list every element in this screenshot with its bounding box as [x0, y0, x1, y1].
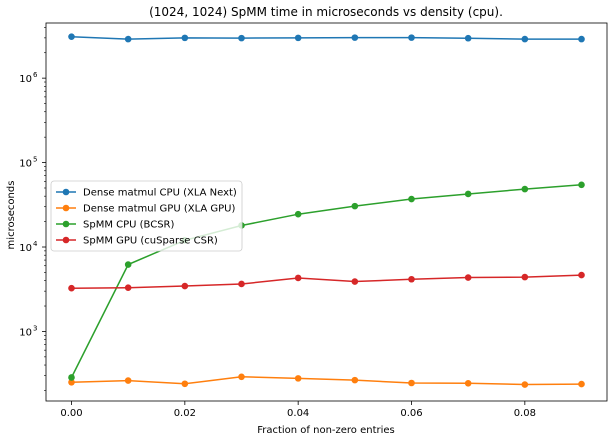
- series-3: [68, 181, 585, 381]
- data-point: [464, 380, 472, 387]
- legend-item: Dense matmul GPU (XLA GPU): [56, 204, 236, 215]
- data-point: [294, 375, 302, 382]
- legend-label: SpMM CPU (BCSR): [83, 220, 175, 231]
- series-line: [71, 274, 582, 289]
- legend-marker: [62, 220, 70, 228]
- data-point: [238, 373, 245, 381]
- data-point: [521, 185, 529, 193]
- data-point: [408, 379, 415, 387]
- y-tick-label: 10: [19, 243, 32, 254]
- series-line: [71, 35, 582, 40]
- plot-area: [45, 22, 608, 402]
- data-point: [181, 282, 189, 290]
- data-point: [294, 210, 302, 218]
- y-tick-exponent: 3: [33, 324, 37, 332]
- data-point: [68, 374, 75, 381]
- chart-title: (1024, 1024) SpMM time in microseconds v…: [149, 5, 503, 19]
- x-tick-label: 0.00: [60, 408, 82, 419]
- series-4: [68, 271, 585, 292]
- data-point: [464, 190, 472, 198]
- data-point: [124, 284, 132, 291]
- x-tick-label: 0.04: [287, 408, 309, 419]
- y-axis-label: microseconds: [6, 181, 17, 250]
- data-point: [124, 377, 132, 384]
- data-point: [68, 33, 75, 40]
- x-tick-label: 0.06: [400, 408, 422, 419]
- data-point: [351, 278, 359, 285]
- data-point: [238, 34, 245, 42]
- data-point: [181, 380, 189, 388]
- data-point: [408, 34, 415, 41]
- y-tick-label: 10: [19, 327, 32, 338]
- legend-marker: [62, 236, 70, 244]
- data-point: [578, 271, 585, 279]
- y-tick-exponent: 6: [33, 71, 38, 79]
- data-point: [464, 34, 472, 42]
- data-point: [521, 35, 529, 43]
- data-point: [351, 34, 359, 41]
- data-point: [351, 202, 359, 210]
- legend-item: SpMM CPU (BCSR): [56, 220, 175, 231]
- legend-marker: [62, 188, 70, 196]
- data-point: [578, 181, 585, 189]
- y-tick-label: 10: [19, 159, 32, 170]
- y-tick-exponent: 4: [33, 240, 38, 248]
- legend-label: Dense matmul GPU (XLA GPU): [83, 204, 236, 215]
- series-layer: [68, 33, 585, 388]
- data-point: [578, 35, 585, 43]
- data-point: [578, 380, 585, 388]
- plot-frame: [45, 22, 608, 402]
- legend-marker: [62, 204, 70, 212]
- data-point: [68, 378, 75, 386]
- data-point: [464, 274, 472, 281]
- legend-item: Dense matmul CPU (XLA Next): [56, 188, 237, 199]
- data-point: [294, 34, 302, 42]
- data-point: [181, 34, 189, 42]
- y-tick-label: 10: [19, 74, 32, 85]
- series-line: [70, 184, 582, 378]
- legend-box: [50, 180, 243, 252]
- series-2: [68, 373, 585, 388]
- legend-label: SpMM GPU (cuSparse CSR): [83, 236, 218, 247]
- data-point: [351, 376, 359, 384]
- y-tick-exponent: 5: [33, 156, 37, 164]
- data-point: [408, 275, 415, 283]
- x-tick-label: 0.08: [514, 408, 536, 419]
- x-axis-label: Fraction of non-zero entries: [257, 425, 395, 436]
- data-point: [408, 195, 415, 203]
- data-point: [294, 274, 302, 282]
- legend: Dense matmul CPU (XLA Next) Dense matmul …: [50, 180, 243, 252]
- data-point: [68, 284, 75, 292]
- x-tick-label: 0.02: [174, 408, 196, 419]
- legend-label: Dense matmul CPU (XLA Next): [83, 188, 237, 199]
- series-1: [68, 33, 585, 43]
- data-point: [238, 280, 245, 288]
- legend-item: SpMM GPU (cuSparse CSR): [56, 236, 218, 247]
- data-point: [521, 273, 529, 281]
- series-line: [71, 376, 582, 386]
- x-axis: 0.00 0.02 0.04 0.06 0.08: [60, 401, 536, 419]
- data-point: [124, 261, 132, 268]
- data-point: [521, 381, 529, 388]
- data-point: [124, 35, 132, 43]
